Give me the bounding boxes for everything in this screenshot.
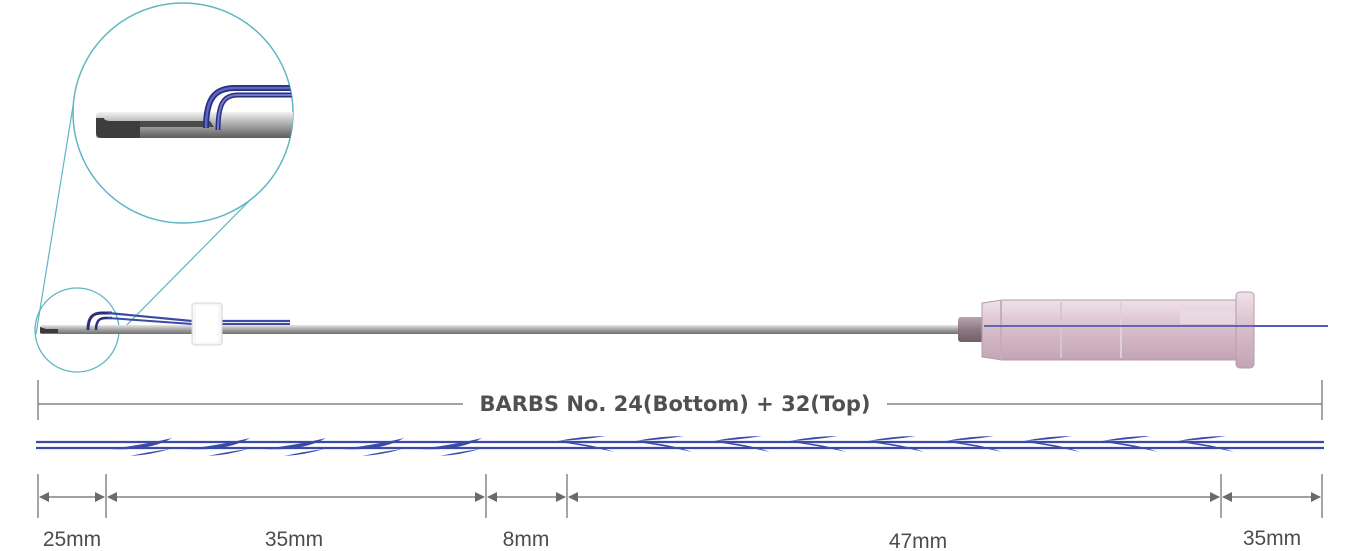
arrow-head (1210, 492, 1220, 502)
segment-dimensions: 25mm 35mm 8mm 47mm 35mm (37, 474, 1323, 551)
barb-top-upper (1178, 436, 1226, 441)
barb-bottom (420, 438, 482, 450)
barb-bottom-lower (362, 449, 402, 456)
magnifier-connector (35, 99, 261, 335)
arrow-head (1311, 492, 1321, 502)
barb-top-upper (558, 436, 606, 441)
segment-label: 47mm (889, 530, 947, 551)
barb-top-upper (1102, 436, 1150, 441)
barb-group (110, 436, 1234, 456)
barb-bottom-lower (130, 449, 170, 456)
barb-bottom-lower (440, 449, 480, 456)
arrow-head (95, 492, 105, 502)
barb-bottom (110, 438, 172, 450)
barb-bottom-lower (284, 449, 324, 456)
arrow-head (475, 492, 485, 502)
arrow-head (487, 492, 497, 502)
arrow-head (568, 492, 578, 502)
barb-top-upper (790, 436, 838, 441)
segment-label: 25mm (43, 528, 101, 551)
arrow-head (39, 492, 49, 502)
barb-bottom (342, 438, 404, 450)
barb-bottom (264, 438, 326, 450)
segment-label: 35mm (265, 528, 323, 551)
arrow-head (1222, 492, 1232, 502)
barb-bottom (188, 438, 250, 450)
total-length-line: BARBS No. 24(Bottom) + 32(Top) (37, 380, 1323, 420)
barb-top-upper (636, 436, 684, 441)
segment-label: 35mm (1243, 527, 1301, 550)
syringe-hub (958, 291, 1328, 369)
arrow-head (107, 492, 117, 502)
barb-bottom-lower (208, 449, 248, 456)
barb-top-upper (1024, 436, 1072, 441)
barbed-thread (36, 436, 1324, 456)
segment-label: 8mm (503, 528, 550, 551)
magnified-tip-view (72, 2, 294, 224)
cannula-needle (40, 302, 960, 346)
barb-top-upper (868, 436, 916, 441)
product-title: BARBS No. 24(Bottom) + 32(Top) (479, 392, 870, 416)
arrow-head (556, 492, 566, 502)
barb-top-upper (946, 436, 994, 441)
barb-top-upper (714, 436, 762, 441)
